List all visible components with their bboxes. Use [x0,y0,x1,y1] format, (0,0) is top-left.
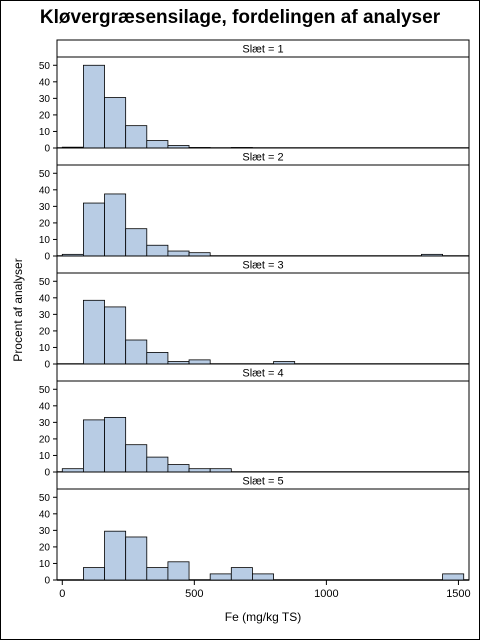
histogram-bar [188,359,211,365]
x-axis-label: Fe (mg/kg TS) [225,610,301,624]
histogram-bar [104,306,127,365]
histogram-bar [83,299,105,365]
histogram-bar [125,125,148,149]
histogram-bar [125,536,148,581]
y-tick-label: 30 [39,526,51,537]
y-tick-label: 40 [39,77,51,88]
histogram-bar [83,202,105,257]
y-tick-label: 10 [39,559,51,570]
histogram-bar [125,339,148,365]
y-tick-label: 30 [39,94,51,105]
y-axis-label: Procent af analyser [11,258,25,361]
y-tick-label: 0 [44,144,50,155]
y-tick-label: 0 [44,576,50,587]
y-tick-label: 30 [39,310,51,321]
y-tick-label: 10 [39,343,51,354]
histogram-bar [146,140,169,149]
y-tick-label: 30 [39,202,51,213]
y-tick-label: 20 [39,542,51,553]
histogram-bar [209,573,232,581]
histogram-bar [146,352,169,365]
y-tick-label: 10 [39,127,51,138]
y-tick-label: 50 [39,169,51,180]
histogram-bar [146,567,169,581]
histogram-bar [104,530,127,581]
y-tick-label: 50 [39,61,51,72]
panel-label-5: Slæt = 5 [242,476,283,488]
histogram-bar [125,228,148,257]
histogram-bar [252,573,274,581]
panel-label-4: Slæt = 4 [242,368,283,380]
histogram-bar [230,567,253,581]
histogram-bar [83,64,105,149]
histogram-bar [125,444,148,473]
histogram-bar [104,97,127,149]
histogram-bar [104,416,127,473]
y-tick-label: 20 [39,110,51,121]
y-tick-label: 40 [39,401,51,412]
panel-label-3: Slæt = 3 [242,260,283,272]
y-tick-label: 10 [39,235,51,246]
panel-label-1: Slæt = 1 [242,44,283,56]
y-tick-label: 0 [44,360,50,371]
histogram-bar [442,573,465,581]
y-tick-label: 20 [39,326,51,337]
chart-title: Kløvergræsensilage, fordelingen af analy… [39,7,441,28]
y-tick-label: 40 [39,185,51,196]
y-tick-label: 40 [39,293,51,304]
histogram-bar [104,193,127,257]
histogram-bar [167,464,190,473]
histogram-bar [167,561,190,581]
panel-label-2: Slæt = 2 [242,152,283,164]
x-tick-label: 1500 [446,588,470,600]
y-tick-label: 20 [39,434,51,445]
x-tick-label: 500 [185,588,203,600]
y-tick-label: 0 [44,468,50,479]
x-tick-label: 0 [59,588,65,600]
y-tick-label: 30 [39,418,51,429]
histogram-bar [146,244,169,257]
histogram-bar [167,250,190,257]
x-tick-label: 1000 [314,588,338,600]
y-tick-label: 50 [39,277,51,288]
y-tick-label: 0 [44,252,50,263]
y-tick-label: 10 [39,451,51,462]
y-tick-label: 50 [39,493,51,504]
y-tick-label: 40 [39,509,51,520]
histogram-bar [83,419,105,473]
y-tick-label: 50 [39,385,51,396]
histogram-bar [146,456,169,473]
histogram-bar [83,567,105,581]
y-tick-label: 20 [39,218,51,229]
